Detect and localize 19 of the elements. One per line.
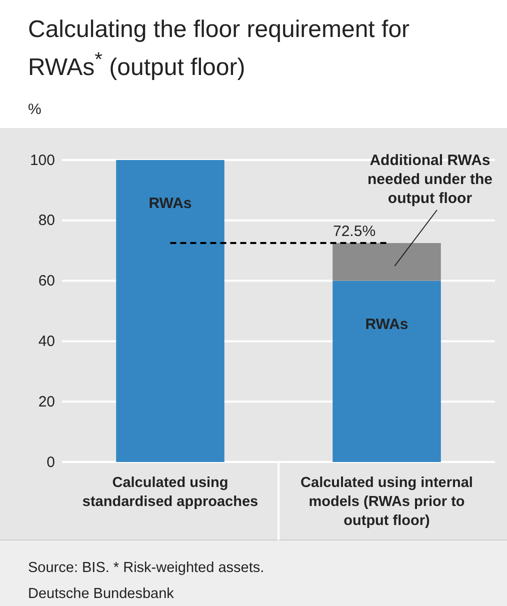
source-note: Source: BIS. * Risk-weighted assets. xyxy=(28,560,264,576)
y-tick-label: 0 xyxy=(46,454,55,471)
text: Deutsche Bundesbank xyxy=(28,586,175,602)
chart-title: Calculating the floor requirement for RWAs$^{*}$ (output floor) xyxy=(28,15,411,83)
y-tick-label: 60 xyxy=(38,272,55,290)
bar xyxy=(332,280,441,462)
series-label: RWAs xyxy=(365,316,408,333)
x-tick-label: Calculated using internal models (RWAs prior to output floor) xyxy=(300,475,473,529)
text: RWAs xyxy=(148,195,192,212)
y-tick-label: 100 xyxy=(30,152,55,169)
y-tick-label: 40 xyxy=(38,333,55,350)
text: Additional RWAs needed under the output floor xyxy=(367,152,493,207)
y-tick-label: 20 xyxy=(38,393,55,410)
x-tick-label: Calculated using standardised approaches xyxy=(82,475,258,510)
y-axis-title: % xyxy=(28,101,42,118)
ref-line-label: 72.5% xyxy=(333,223,376,240)
bar xyxy=(116,160,224,462)
bar xyxy=(332,243,441,281)
y-tick-label: 80 xyxy=(38,212,55,230)
